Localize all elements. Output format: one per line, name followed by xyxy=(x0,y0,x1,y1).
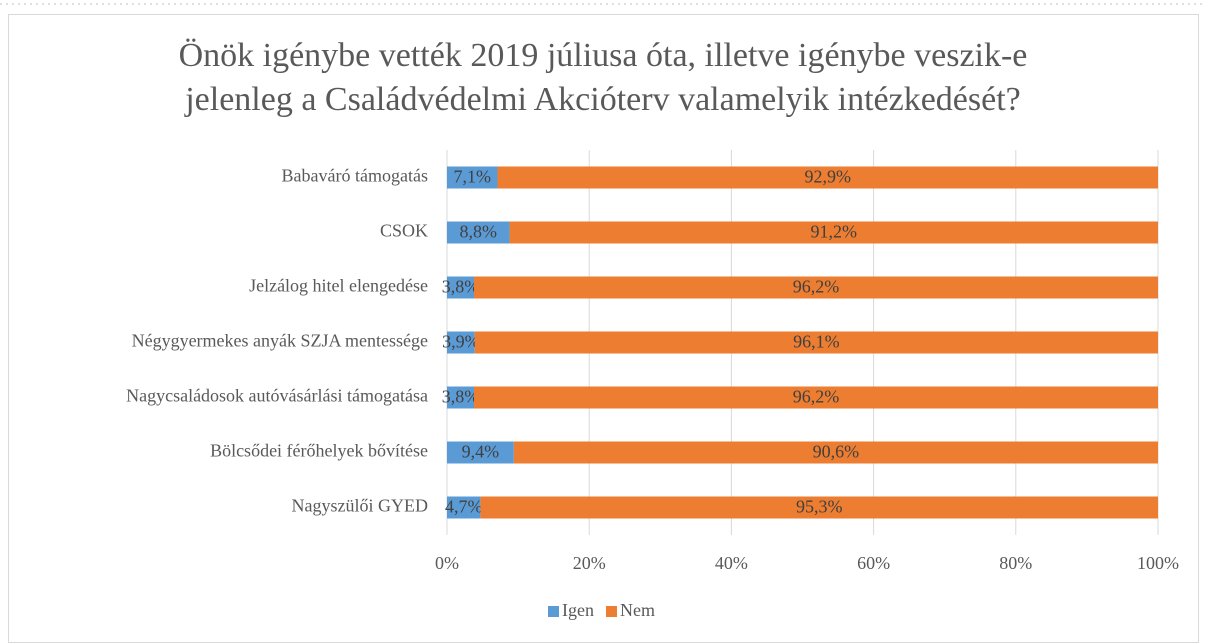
bar-segment xyxy=(513,441,1158,464)
y-tick-label: Bölcsődei férőhelyek bővítése xyxy=(210,441,428,461)
data-label: 4,7% xyxy=(445,497,483,517)
chart-title: Önök igénybe vették 2019 júliusa óta, il… xyxy=(179,37,1028,74)
y-tick-label: Babaváró támogatás xyxy=(282,166,428,186)
bar-segment xyxy=(447,331,475,354)
legend-swatch xyxy=(548,606,559,617)
bar-segment xyxy=(480,496,1158,519)
x-tick-label: 100% xyxy=(1137,553,1179,573)
bar-segment xyxy=(447,441,514,464)
data-label: 3,9% xyxy=(442,332,480,352)
x-tick-label: 40% xyxy=(715,553,748,573)
data-label: 8,8% xyxy=(460,222,498,242)
bar-segment xyxy=(447,221,510,244)
bar-segment xyxy=(447,496,481,519)
bar-segment xyxy=(447,166,498,189)
x-tick-label: 80% xyxy=(999,553,1032,573)
bar-segment xyxy=(497,166,1159,189)
data-label: 90,6% xyxy=(813,442,860,462)
x-tick-label: 20% xyxy=(573,553,606,573)
bar-segment xyxy=(474,386,1158,409)
legend-swatch xyxy=(605,606,617,617)
data-label: 96,2% xyxy=(793,277,840,297)
x-tick-label: 0% xyxy=(435,553,459,573)
y-tick-label: Négygyermekes anyák SZJA mentessége xyxy=(132,331,428,351)
data-label: 9,4% xyxy=(462,442,500,462)
x-tick-label: 60% xyxy=(857,553,890,573)
y-tick-label: CSOK xyxy=(380,221,428,241)
y-tick-label: Jelzálog hitel elengedése xyxy=(249,276,428,296)
bar-segment xyxy=(447,276,475,299)
y-tick-label: Nagycsaládosok autóvásárlási támogatása xyxy=(126,386,428,406)
data-label: 95,3% xyxy=(796,497,843,517)
data-label: 3,8% xyxy=(442,277,480,297)
chart-title: jelenleg a Családvédelmi Akcióterv valam… xyxy=(184,81,1021,118)
bar-segment xyxy=(474,331,1158,354)
legend-label: Nem xyxy=(620,600,655,620)
bar-segment xyxy=(447,386,475,409)
data-label: 96,2% xyxy=(793,387,840,407)
data-label: 91,2% xyxy=(811,222,858,242)
legend-label: Igen xyxy=(562,600,594,620)
frame xyxy=(8,14,1199,643)
y-tick-label: Nagyszülői GYED xyxy=(292,496,428,516)
data-label: 7,1% xyxy=(453,167,491,187)
bar-segment xyxy=(509,221,1158,244)
data-label: 3,8% xyxy=(442,387,480,407)
data-label: 96,1% xyxy=(793,332,840,352)
data-label: 92,9% xyxy=(804,167,851,187)
bar-segment xyxy=(474,276,1158,299)
